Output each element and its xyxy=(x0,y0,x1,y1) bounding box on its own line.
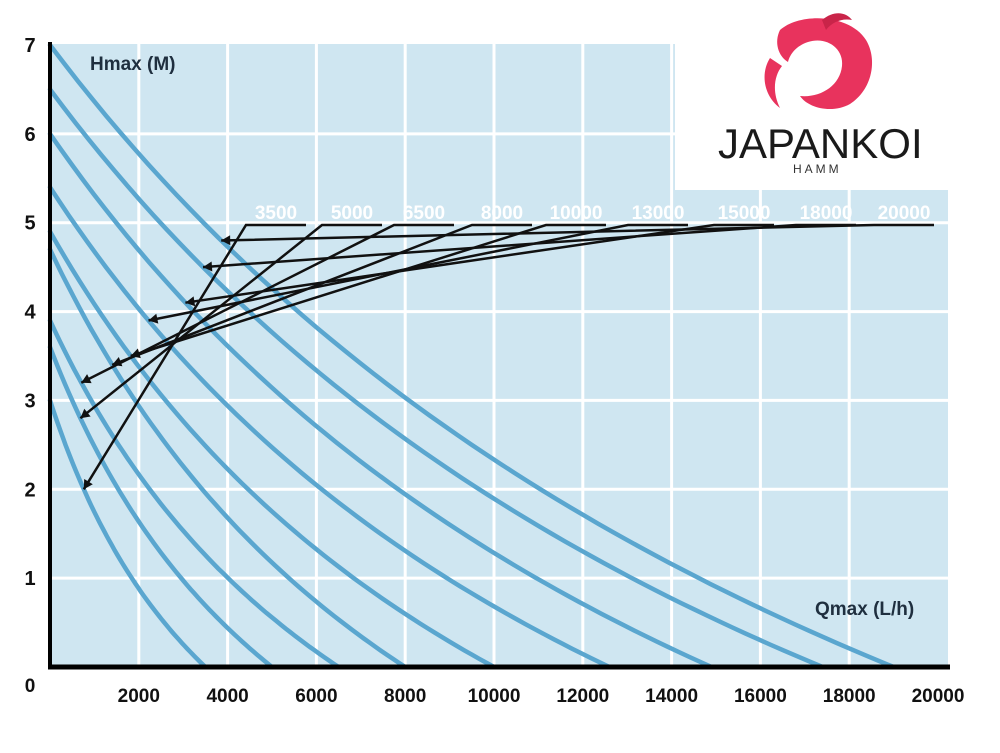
curve-18000 xyxy=(47,87,825,670)
y-tick-label: 1 xyxy=(24,568,35,590)
curve-5000 xyxy=(47,344,275,670)
logo: JAPANKOI HAMM xyxy=(718,13,923,176)
curve-label-18000: 18000 xyxy=(800,203,853,224)
curve-labels: 3500 5000 6500 8000 10000 13000 15000 18000 2000… xyxy=(255,203,931,224)
leader-arrow-18000 xyxy=(203,261,213,272)
curve-label-6500: 6500 xyxy=(403,203,445,224)
x-tick-label: 18000 xyxy=(823,686,876,707)
leader-arrow-5000 xyxy=(80,408,91,419)
curve-3500 xyxy=(47,398,208,670)
curve-label-13000: 13000 xyxy=(632,203,685,224)
leader-arrow-13000 xyxy=(148,313,159,324)
x-tick-label: 10000 xyxy=(468,686,521,707)
y-tick-label: 6 xyxy=(24,124,35,146)
plot-area xyxy=(52,44,948,665)
leader-arrow-3500 xyxy=(83,479,93,490)
leader-line-8000 xyxy=(111,223,532,367)
y-tick-label: 4 xyxy=(24,302,36,324)
x-tick-label: 20000 xyxy=(912,686,965,707)
x-tick-label: 0 xyxy=(25,676,36,697)
leader-line-13000 xyxy=(148,223,688,322)
koi-logo-icon xyxy=(764,13,873,110)
curve-label-10000: 10000 xyxy=(550,203,603,224)
leader-line-15000 xyxy=(185,223,774,304)
y-axis-title: Hmax (M) xyxy=(90,54,176,75)
x-tick-label: 16000 xyxy=(734,686,787,707)
x-tick-label: 2000 xyxy=(118,686,160,707)
x-tick-label: 8000 xyxy=(384,686,426,707)
y-tick-label: 5 xyxy=(24,213,35,235)
curve-label-20000: 20000 xyxy=(878,203,931,224)
leader-lines xyxy=(79,223,934,490)
x-tick-label: 4000 xyxy=(206,686,248,707)
curve-6500 xyxy=(47,318,341,670)
x-tick-label: 12000 xyxy=(556,686,609,707)
curve-13000 xyxy=(47,184,612,670)
curve-10000 xyxy=(47,229,497,670)
y-tick-label: 2 xyxy=(24,479,35,501)
x-tick-label: 14000 xyxy=(645,686,698,707)
leader-line-20000 xyxy=(221,223,934,242)
ticks: 1 2 3 4 5 6 7 0 2000 4000 6000 8000 10000 12000 14000 1… xyxy=(24,35,964,707)
curve-label-15000: 15000 xyxy=(718,203,771,224)
leader-arrow-6500 xyxy=(81,374,92,384)
leader-line-10000 xyxy=(130,223,606,358)
leader-line-6500 xyxy=(80,223,454,384)
curve-15000 xyxy=(47,131,714,670)
logo-title: JAPANKOI xyxy=(718,120,923,167)
curve-label-3500: 3500 xyxy=(255,203,297,224)
x-tick-label: 6000 xyxy=(295,686,337,707)
curve-label-5000: 5000 xyxy=(331,203,373,224)
grid xyxy=(52,44,948,665)
curve-20000 xyxy=(47,42,896,670)
pump-curves xyxy=(47,42,896,670)
leader-arrow-15000 xyxy=(185,296,196,307)
leader-arrow-8000 xyxy=(112,357,123,367)
axes xyxy=(48,42,950,670)
curve-8000 xyxy=(47,247,408,670)
plot-background xyxy=(52,44,948,665)
leader-arrow-10000 xyxy=(130,348,141,359)
leader-arrow-20000 xyxy=(221,235,231,246)
curve-label-8000: 8000 xyxy=(481,203,523,224)
y-tick-label: 7 xyxy=(24,35,35,57)
x-axis-title: Qmax (L/h) xyxy=(815,599,914,620)
leader-line-5000 xyxy=(79,223,382,420)
logo-subtitle: HAMM xyxy=(793,162,842,176)
leader-line-3500 xyxy=(82,223,306,490)
y-tick-label: 3 xyxy=(24,390,35,412)
